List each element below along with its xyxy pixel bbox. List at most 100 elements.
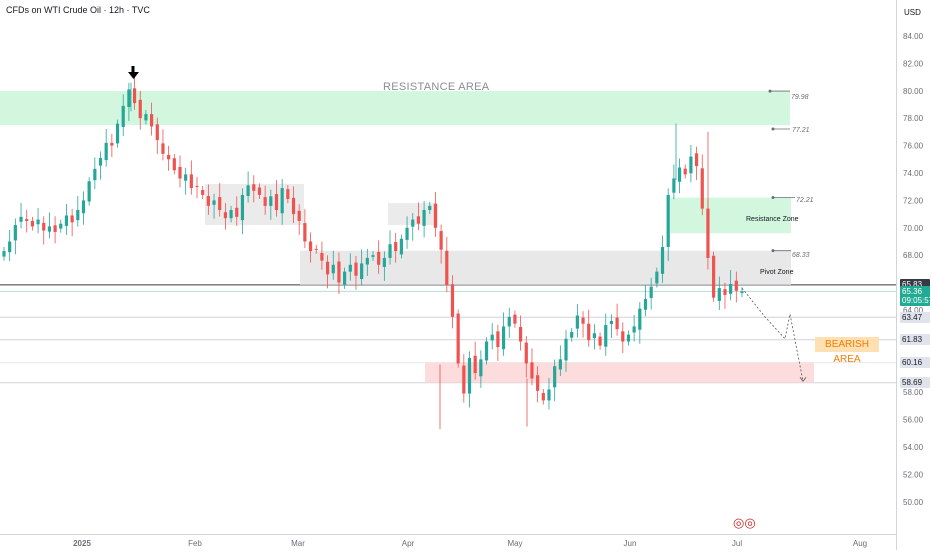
candle-body [479,359,483,377]
candle [496,324,500,361]
candle-body [655,271,659,284]
candle-body [717,288,721,301]
candle [42,216,46,245]
candle-body [343,271,347,285]
candle-body [519,326,523,342]
candle [416,202,421,231]
candle-body [700,168,704,209]
candle-body [257,187,262,195]
level-marker-dot [768,89,772,93]
price-tag: 60.16 [900,357,930,369]
time-tick-label: Jun [624,539,637,548]
candle [64,203,69,235]
candle-body [30,220,34,227]
candle-body [734,280,738,291]
candle [694,146,699,181]
candle [144,109,148,125]
price-tick-label: 58.00 [903,388,924,397]
candle [195,176,199,199]
candle [422,200,426,238]
candle [360,249,364,286]
candle-body [274,194,279,210]
candle [98,151,103,180]
candle-body [132,88,137,104]
candle [405,216,409,249]
candle-body [450,284,455,317]
candle-body [416,216,421,224]
candle [536,366,540,403]
candle-body [564,338,568,361]
candle [394,233,398,263]
price-tick-label: 84.00 [903,32,924,41]
chart-title: CFDs on WTI Crude Oil · 12h · TVC [6,5,150,15]
candle-body [303,223,307,242]
candle [490,323,494,350]
candle [138,90,142,130]
candle [456,309,460,368]
candle-body [541,393,545,401]
candle [513,310,517,328]
candle [291,186,296,224]
candle [161,129,165,161]
candle [439,224,443,264]
candle-body [308,241,313,252]
candle-body [524,342,528,364]
candle [592,324,596,350]
candle-body [53,225,57,232]
candle-body [706,208,710,258]
candle-body [433,203,438,228]
tradingview-logo-icon[interactable]: ◎◎ [733,515,756,530]
price-tag: 09:05:57 [900,294,932,306]
candle-body [201,189,205,195]
candle [399,234,403,259]
candle-body [581,317,585,324]
candle [683,164,687,179]
candle [303,209,307,249]
level-marker-dot [771,249,775,253]
candle [155,117,159,155]
candle [433,192,438,237]
price-tick-label: 54.00 [903,443,924,452]
candle [76,196,80,227]
candle [467,351,472,408]
candle-body [314,248,318,250]
resistance-zone-label: Resistance Zone [746,216,799,223]
candle [553,359,557,402]
candle-body [428,205,432,210]
candle-body [47,226,52,232]
time-axis[interactable]: 2025 Feb Mar Apr May Jun Jul Aug [0,534,896,551]
candle [8,229,12,262]
candle [689,145,693,183]
candle-body [689,156,693,174]
candle [462,354,466,403]
candle [343,267,347,289]
price-tag: 63.47 [900,311,930,323]
candle [167,145,171,171]
candle [479,350,483,388]
candle [638,302,642,344]
time-tick-label: May [507,539,522,548]
price-axis[interactable]: 84.00 82.00 80.00 78.00 76.00 74.00 72.00 70.00… [896,0,932,550]
candle [252,175,256,203]
candle [132,74,137,110]
candle-body [240,194,245,221]
candle-body [206,196,210,206]
down-arrow-icon [131,66,135,73]
candle [643,285,648,317]
candle [121,94,125,137]
candle-body [649,286,653,298]
candle-body [59,223,63,229]
candle [445,236,449,292]
candle-body [64,215,69,226]
level-label-77-21: 77.21 [792,127,810,134]
candle-body [223,212,227,219]
candle-body [484,341,489,361]
candle [286,185,290,204]
candle [729,269,733,301]
candle-body [13,225,17,241]
candle-body [723,289,727,295]
candle [626,330,631,346]
candle [632,314,636,342]
candle [604,313,608,356]
